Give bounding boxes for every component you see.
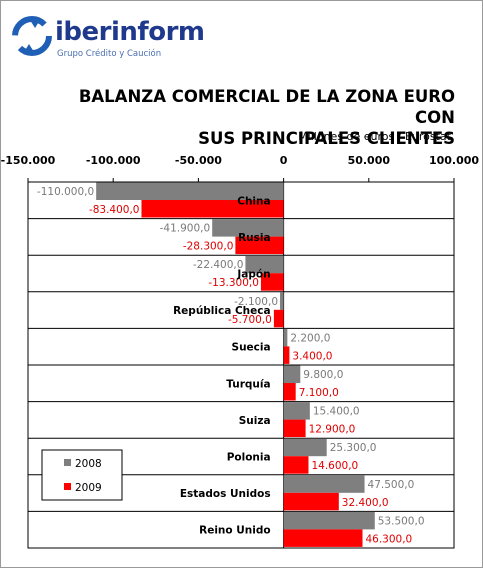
legend-swatch-2009: [64, 483, 71, 490]
category-label: República Checa: [173, 305, 271, 317]
data-label-2009: 7.100,0: [299, 387, 339, 399]
chart-title-line-1: BALANZA COMERCIAL DE LA ZONA EURO CON: [78, 87, 455, 127]
data-label-2009: -5.700,0: [228, 314, 272, 326]
logo: [10, 14, 210, 74]
data-label-2009: 14.600,0: [311, 460, 358, 472]
legend-label-2009: 2009: [75, 482, 102, 494]
bar-2009: [260, 273, 284, 291]
data-label-2008: -2.100,0: [234, 296, 278, 308]
category-label: Suecia: [232, 342, 271, 354]
x-tick-label: -100.000: [86, 154, 141, 167]
category-label: Reino Unido: [199, 525, 270, 537]
chart-subtitle: Millones de euros / Eurostat: [298, 130, 451, 143]
bar-2008: [283, 438, 327, 457]
bar-2008: [283, 475, 365, 493]
data-label-2008: -110.000,0: [37, 186, 94, 198]
data-label-2009: 46.300,0: [365, 533, 412, 545]
data-label-2008: -22.400,0: [193, 259, 244, 271]
category-label: Polonia: [227, 452, 271, 464]
data-label-2009: 3.400,0: [292, 350, 332, 362]
brand-name: iberinform: [55, 17, 205, 47]
bar-2008: [283, 402, 310, 420]
x-tick-label: 50.000: [348, 154, 391, 167]
x-tick-label: -50.000: [175, 154, 222, 167]
data-label-2009: -28.300,0: [183, 241, 234, 253]
data-label-2008: -41.900,0: [160, 223, 211, 235]
bar-2009: [283, 492, 339, 511]
x-tick-label: 0: [280, 154, 288, 167]
category-label: Estados Unidos: [180, 488, 271, 500]
data-label-2008: 47.500,0: [368, 479, 415, 491]
category-label: Japón: [236, 269, 270, 281]
logo-arrows-icon: [12, 16, 52, 56]
bar-2009: [283, 346, 290, 364]
bar-2008: [245, 255, 284, 274]
category-label: Turquía: [226, 378, 270, 390]
bar-2008: [283, 365, 301, 383]
data-label-2009: -83.400,0: [89, 204, 140, 216]
data-label-2008: 15.400,0: [313, 406, 360, 418]
data-label-2009: -13.300,0: [208, 277, 259, 289]
bar-2009: [283, 456, 309, 474]
category-label: China: [237, 195, 270, 207]
brand-subtitle: Grupo Crédito y Caución: [57, 49, 162, 59]
bar-2009: [283, 419, 306, 438]
bar-2008: [212, 219, 284, 237]
bar-2009: [283, 529, 363, 547]
category-label: Rusia: [238, 232, 271, 244]
bar-2008: [283, 328, 288, 347]
x-tick-label: -150.000: [1, 154, 56, 167]
chart-title-line-2: SUS PRINCIPALES CLIENTES: [198, 129, 455, 148]
data-label-2008: 9.800,0: [303, 369, 343, 381]
bar-2009: [283, 383, 296, 401]
bar-2009: [141, 200, 284, 218]
x-tick-label: 100.000: [429, 154, 479, 167]
bar-2009: [273, 309, 284, 328]
data-label-2008: 53.500,0: [378, 515, 425, 527]
data-label-2009: 12.900,0: [309, 424, 356, 436]
legend: [41, 449, 123, 501]
legend-swatch-2008: [64, 459, 71, 466]
chart-title: BALANZA COMERCIAL DE LA ZONA EURO CON SU…: [60, 86, 455, 149]
bar-2008: [283, 511, 375, 530]
data-label-2008: 25.300,0: [330, 442, 377, 454]
category-label: Suiza: [239, 415, 271, 427]
legend-label-2008: 2008: [75, 458, 102, 470]
data-label-2009: 32.400,0: [342, 497, 389, 509]
bar-2008: [96, 182, 284, 200]
bar-2008: [280, 292, 284, 310]
bar-2009: [235, 236, 284, 255]
data-label-2008: 2.200,0: [290, 332, 330, 344]
